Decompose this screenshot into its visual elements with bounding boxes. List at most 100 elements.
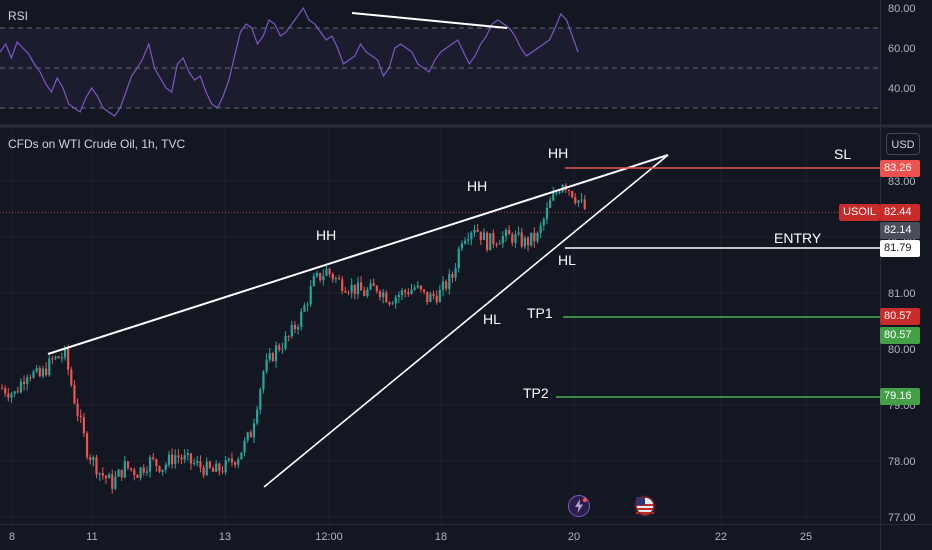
candle: [142, 464, 145, 476]
candle: [293, 321, 297, 333]
candle: [265, 353, 268, 375]
time-axis[interactable]: 8 11 13 12:00 18 20 22 25: [9, 531, 812, 543]
candle: [473, 225, 476, 237]
candle: [545, 202, 549, 225]
hh-label-2[interactable]: HH: [467, 178, 487, 194]
candle: [196, 456, 199, 467]
candle: [224, 456, 227, 475]
candle: [583, 195, 586, 210]
candle: [504, 227, 508, 242]
candle: [227, 457, 230, 463]
candle: [492, 229, 495, 249]
candle: [202, 464, 205, 479]
price-axis-tick: 78.00: [888, 456, 916, 468]
rsi-line: [0, 6, 579, 117]
tp2-label[interactable]: TP2: [523, 385, 549, 401]
lightning-icon[interactable]: [568, 495, 590, 517]
candle: [363, 286, 366, 297]
tp1-dup-price-tag: 80.57: [880, 327, 920, 344]
candle: [486, 231, 489, 253]
currency-button[interactable]: USD: [886, 133, 920, 155]
candle: [451, 271, 454, 283]
hh-label-3[interactable]: HH: [548, 145, 568, 161]
candle: [410, 283, 413, 295]
rsi-pane: [0, 0, 880, 124]
flag-icon[interactable]: [634, 495, 656, 517]
candle: [375, 285, 378, 294]
symbol-title[interactable]: CFDs on WTI Crude Oil, 1h, TVC: [8, 137, 186, 151]
entry-price-tag: 81.79: [880, 240, 920, 257]
candle: [372, 278, 375, 287]
tp2-price-tag: 79.16: [880, 388, 920, 405]
candle: [221, 466, 224, 475]
candle: [60, 352, 63, 363]
candle: [495, 242, 498, 248]
main-pane: HH HH HH HL HL SL ENTRY TP1 TP2: [0, 128, 880, 524]
candle: [57, 355, 60, 359]
lower-wedge-line[interactable]: [263, 154, 669, 488]
candle: [463, 237, 467, 246]
candle: [120, 469, 123, 481]
hh-label-1[interactable]: HH: [316, 227, 336, 243]
candle: [114, 470, 117, 491]
candle: [193, 458, 196, 466]
candle: [73, 380, 76, 405]
time-axis-tick: 25: [800, 531, 812, 543]
candle: [400, 287, 404, 300]
candle: [467, 232, 470, 245]
candle: [145, 466, 148, 476]
candle: [438, 284, 441, 303]
candle: [278, 343, 281, 352]
candle: [542, 217, 545, 231]
candle: [536, 231, 539, 244]
tp1-label[interactable]: TP1: [527, 305, 553, 321]
rsi-divergence-line[interactable]: [351, 12, 508, 29]
candle: [533, 227, 536, 248]
tp1-price-tag: 80.57: [880, 308, 920, 325]
candle: [315, 270, 319, 278]
rsi-title[interactable]: RSI: [8, 9, 29, 23]
candle: [158, 465, 161, 473]
candle: [476, 224, 479, 233]
candle: [104, 474, 108, 484]
candle: [177, 448, 180, 464]
candle: [407, 288, 410, 297]
candle: [508, 225, 511, 235]
candle: [92, 455, 95, 467]
candle: [366, 287, 369, 298]
candle: [271, 351, 274, 362]
candle: [101, 467, 104, 480]
sl-label[interactable]: SL: [834, 146, 851, 162]
candle: [85, 431, 89, 460]
candle: [319, 272, 322, 283]
upper-wedge-line[interactable]: [47, 154, 669, 355]
hl-label-1[interactable]: HL: [483, 311, 501, 327]
symbol-tag: USOIL: [839, 204, 881, 221]
current-price-tag: 82.44: [880, 204, 920, 221]
rsi-axis-tick: 80.00: [888, 3, 916, 15]
price-axis-tick: 77.00: [888, 512, 916, 524]
candle: [287, 335, 290, 342]
hl-label-2[interactable]: HL: [558, 252, 576, 268]
candle: [130, 467, 133, 472]
candle: [183, 448, 186, 464]
candle: [350, 278, 353, 299]
rsi-axis-tick: 40.00: [888, 83, 916, 95]
candle: [136, 473, 139, 478]
candle: [331, 272, 334, 283]
candle: [457, 246, 460, 273]
candle: [10, 391, 13, 403]
candle: [479, 231, 482, 245]
candle: [246, 431, 249, 444]
candle: [511, 232, 514, 247]
wedge-drawings[interactable]: [47, 154, 880, 488]
candle: [164, 462, 167, 474]
candle: [274, 341, 278, 368]
candle: [341, 276, 344, 295]
entry-label[interactable]: ENTRY: [774, 230, 822, 246]
candle: [108, 472, 111, 479]
candle: [394, 295, 397, 309]
candle: [139, 466, 142, 481]
candle: [523, 235, 526, 249]
